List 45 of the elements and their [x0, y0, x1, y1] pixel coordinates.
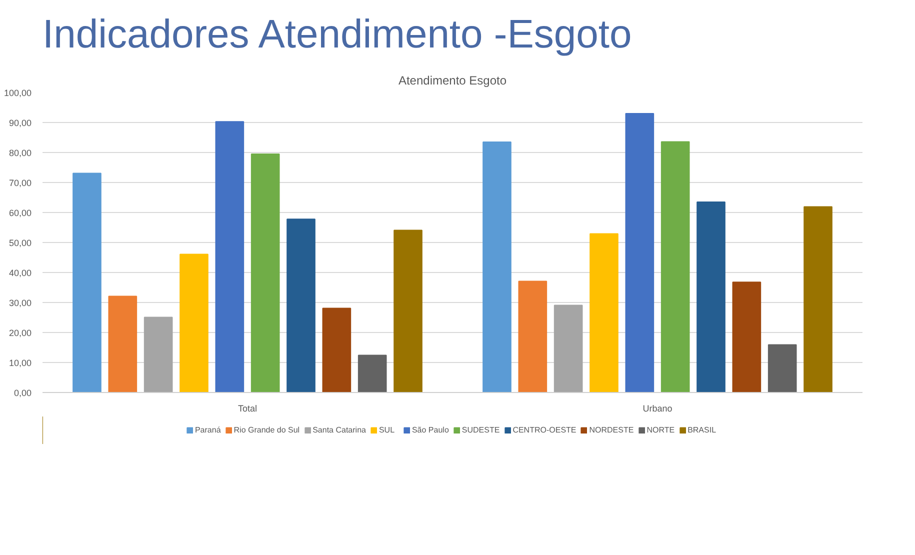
- bar: [660, 141, 690, 392]
- bar: [144, 316, 173, 392]
- chart-title: Indicadores Atendimento -Esgoto: [42, 12, 632, 56]
- bar: [732, 282, 762, 392]
- y-tick-label: 10,00: [8, 358, 32, 368]
- bar: [696, 202, 726, 392]
- y-tick-label: 30,00: [8, 298, 32, 308]
- bar: [72, 172, 102, 392]
- legend-label: São Paulo: [412, 426, 449, 434]
- bar: [250, 154, 280, 392]
- bar: [322, 308, 352, 392]
- y-tick-label: 40,00: [8, 268, 32, 278]
- y-tick-label: 90,00: [8, 118, 32, 128]
- y-tick-label: 100,00: [4, 88, 32, 98]
- bar: [625, 113, 654, 392]
- bar: [180, 254, 208, 392]
- bar: [482, 142, 512, 392]
- chart-subtitle: Atendimento Esgoto: [398, 74, 507, 88]
- x-tick-label: Urbano: [642, 404, 672, 414]
- bar: [768, 344, 797, 392]
- bar: [286, 218, 316, 392]
- y-tick-label: 20,00: [8, 328, 32, 338]
- y-tick-label: 80,00: [8, 148, 32, 158]
- legend-label: NORDESTE: [589, 426, 634, 434]
- bar: [108, 296, 138, 392]
- legend-label: Santa Catarina: [312, 426, 366, 434]
- bar: [554, 304, 583, 392]
- legend-label: SUDESTE: [462, 426, 500, 434]
- bar: [590, 233, 618, 392]
- bar: [215, 121, 244, 392]
- bar: [358, 354, 387, 392]
- y-tick-label: 50,00: [8, 238, 32, 248]
- legend-label: CENTRO-OESTE: [512, 426, 576, 434]
- legend-label: BRASIL: [688, 426, 716, 434]
- y-tick-label: 70,00: [8, 178, 32, 188]
- legend-label: Rio Grande do Sul: [234, 426, 300, 434]
- bar: [518, 280, 548, 392]
- bar: [804, 206, 832, 392]
- legend-label: Paraná: [194, 426, 221, 434]
- y-tick-label: 0,00: [14, 388, 32, 398]
- x-tick-label: Total: [238, 404, 258, 414]
- legend-label: SUL: [378, 426, 396, 434]
- legend-label: NORTE: [646, 426, 675, 434]
- bar: [394, 230, 422, 392]
- y-tick-label: 60,00: [8, 208, 32, 218]
